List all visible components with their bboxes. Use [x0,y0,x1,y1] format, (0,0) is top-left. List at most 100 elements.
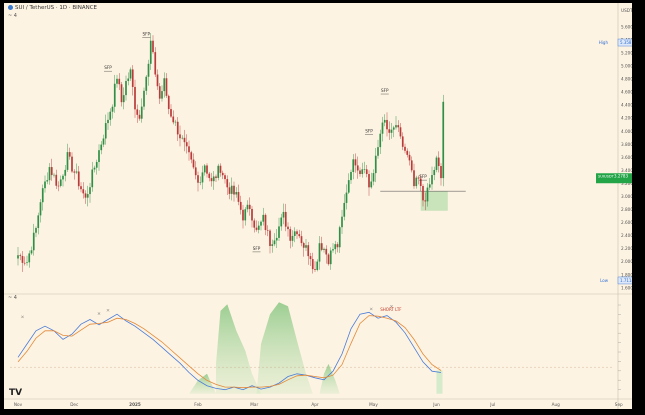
candle-body [136,109,139,115]
candle-body [57,185,60,187]
candles [17,33,445,274]
y-tick-label: 3.0000 [621,194,632,199]
candle-body [271,244,274,246]
candle-body [246,204,249,210]
candle-body [413,170,415,187]
candle-body [203,165,206,173]
y-tick-label: 4.0000 [621,129,632,134]
tradingview-logo-icon: TV [9,388,23,398]
candle-body [379,133,382,148]
candle-body [228,187,231,194]
candle-body [287,226,289,230]
chart-frame: SFP SFP SFP SFP SFP SFP 1.6000 1.8000 2.0000 2.2… [4,3,632,409]
candle-body [363,169,366,170]
y-tick-label: 5.0000 [621,64,632,69]
candle-body [435,157,438,170]
low-label: Low [600,278,609,283]
candle-body [68,152,71,157]
candle-body [388,129,391,133]
candle-body [158,86,161,99]
candle-body [275,237,278,241]
candle-body [91,169,94,188]
y-tick-label: 3.8000 [621,142,632,147]
candle-body [143,90,145,107]
cross-marker [97,312,101,315]
low-price-value: 1.7114 [620,278,632,283]
candle-body [352,159,355,173]
candle-body [305,245,307,248]
candle-body [82,189,85,194]
candle-body [395,125,397,128]
candle-body [264,214,267,231]
candle-body [226,179,229,188]
candle-body [149,40,152,64]
candle-body [190,152,193,160]
indicator-collapse-toggle[interactable]: ~ 4 [8,13,17,19]
sfp-label: SFP [142,31,150,36]
candle-body [172,116,175,123]
candle-body [77,171,80,187]
candle-body [296,231,298,235]
oscillator-hump [256,302,313,394]
candle-body [359,170,361,174]
candle-body [17,255,19,259]
time-axis[interactable]: Nov Dec 2025 Feb Mar Apr May Jun Jul Aug Sep [14,402,623,407]
x-tick-label: Sep [615,402,623,407]
oscillator-zone-box [436,370,443,394]
candle-body [410,160,413,171]
candle-body [125,81,127,96]
candle-body [206,165,208,174]
candle-body [221,172,224,176]
candle-body [48,167,51,181]
oscillator-legend-toggle[interactable]: ~ 4 [8,295,17,301]
symbol-title[interactable]: SUI / TetherUS · 1D · BINANCE [8,5,97,11]
y-tick-label: 2.0000 [621,259,632,264]
candle-body [161,91,163,99]
last-price-badge [596,173,632,184]
candle-body [116,78,118,84]
candle-body [334,244,337,250]
y-tick-label: 5.2000 [621,50,632,55]
y-tick-label: 3.4000 [621,168,632,173]
candle-body [147,63,150,77]
y-tick-label: 4.8000 [621,77,632,82]
candle-body [390,129,393,133]
candle-body [167,95,170,110]
candle-body [417,177,420,179]
sfp-label: SFP [365,128,373,133]
x-tick-label: Jun [432,402,440,407]
candle-body [320,243,323,250]
candle-body [28,253,31,263]
candle-body [183,137,186,143]
candle-body [176,121,179,135]
candle-body [318,243,321,262]
candle-body [408,154,411,161]
candle-body [53,174,55,176]
candle-body [37,215,40,228]
candle-body [309,256,312,260]
candle-body [75,171,78,173]
candle-body [215,176,217,178]
candle-body [338,227,341,248]
oscillator-hump [216,304,261,394]
price-axis[interactable]: 1.6000 1.8000 2.0000 2.2000 2.4000 2.6000 2.80… [596,8,632,290]
x-tick-label: Aug [552,402,561,407]
x-tick-label: Apr [311,402,319,407]
candle-body [262,214,265,222]
candle-body [55,174,58,186]
y-tick-label: 3.6000 [621,155,632,160]
candle-body [336,244,339,248]
candle-body [347,180,350,193]
candle-body [356,165,359,171]
candle-body [140,106,143,119]
candle-body [107,119,109,124]
candle-body [368,174,370,188]
candle-body [131,69,134,87]
candle-body [372,173,375,182]
candle-body [23,262,26,264]
y-tick-label: 2.6000 [621,220,632,225]
candle-body [95,162,98,168]
sfp-label: SFP [419,174,427,179]
candle-body [109,111,112,120]
y-tick-label: 2.8000 [621,207,632,212]
